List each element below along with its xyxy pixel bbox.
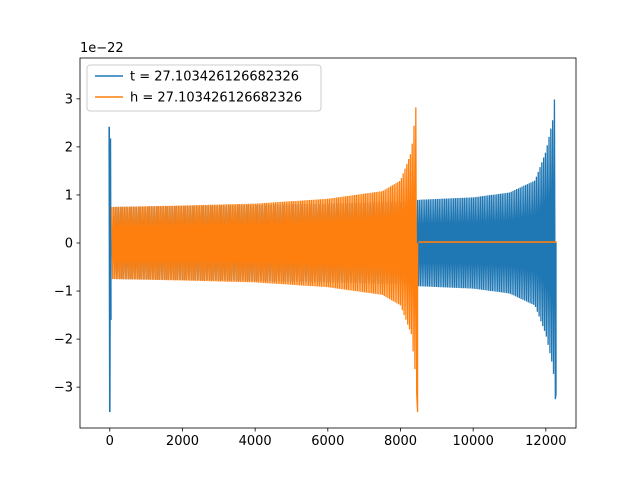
x-tick-label: 6000: [311, 434, 344, 449]
legend: t = 27.103426126682326 h = 27.1034261266…: [86, 64, 322, 112]
series-h: [110, 107, 557, 413]
x-axis: 0 2000 4000 6000 8000 10000 12000: [106, 428, 567, 449]
x-tick-label: 4000: [239, 434, 272, 449]
y-offset-text: 1e−22: [80, 41, 124, 56]
y-tick-label: 1: [65, 188, 73, 203]
y-tick-label: 2: [65, 140, 73, 155]
legend-label-t: t = 27.103426126682326: [130, 70, 299, 85]
x-tick-label: 0: [106, 434, 114, 449]
series-line: [110, 107, 419, 413]
x-tick-label: 10000: [452, 434, 493, 449]
x-tick-label: 2000: [166, 434, 199, 449]
y-axis: −3 −2 −1 0 1 2 3: [54, 92, 80, 396]
legend-box: [86, 64, 322, 112]
x-tick-label: 12000: [525, 434, 566, 449]
series-layer: [108, 99, 557, 413]
y-tick-label: −1: [54, 285, 73, 300]
y-tick-label: −2: [54, 333, 73, 348]
y-tick-label: −3: [54, 381, 73, 396]
series-line-segment: [108, 126, 112, 413]
legend-label-h: h = 27.103426126682326: [130, 91, 302, 106]
y-tick-label: 3: [65, 92, 73, 107]
y-tick-label: 0: [65, 237, 73, 252]
x-tick-label: 8000: [384, 434, 417, 449]
